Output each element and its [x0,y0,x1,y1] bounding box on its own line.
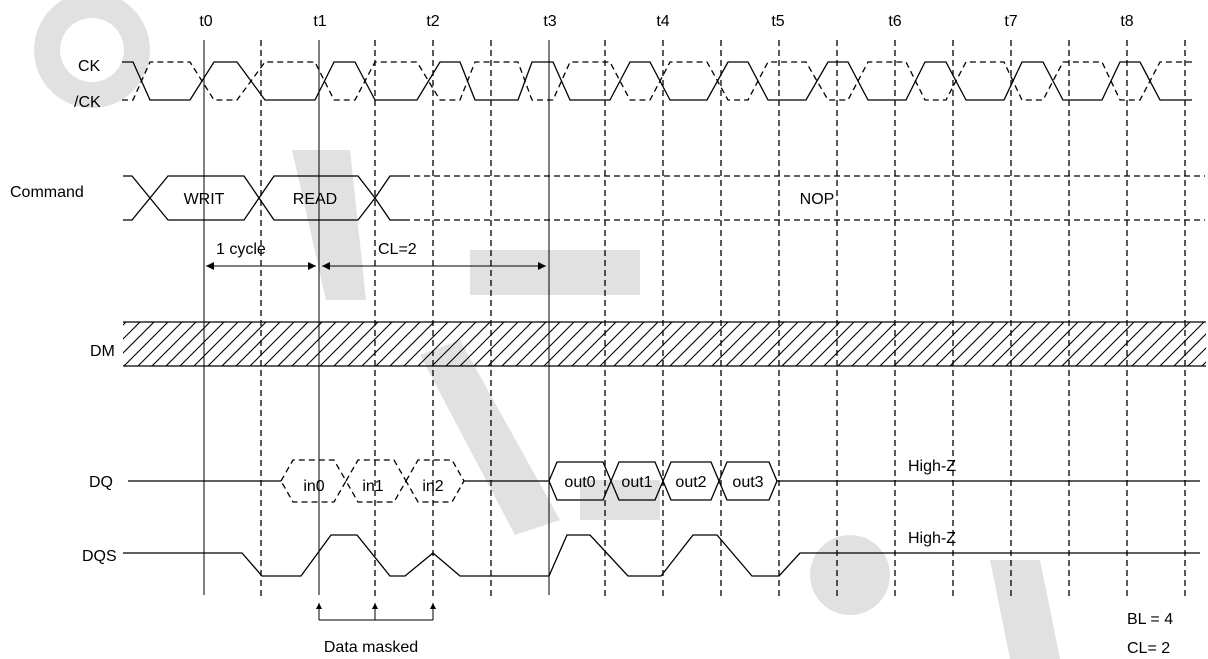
time-label-t7: t7 [1004,13,1017,30]
time-label-t8: t8 [1120,13,1133,30]
time-labels: t0 t1 t2 t3 t4 t5 t6 t7 t8 [199,13,1133,30]
time-label-t4: t4 [656,13,669,30]
dq-out2-label: out2 [675,474,706,491]
dashed-time-lines [260,40,1186,600]
dq-in0-cell [280,459,347,503]
reference-lines [203,40,550,595]
dq-bus: in0 in1 in2 out0 out1 out2 out3 High-Z [128,458,1200,503]
ck-bar-waveform [122,61,1192,101]
signal-label-command: Command [10,184,84,201]
dq-in0-label: in0 [303,478,324,495]
dqs-high-z-label: High-Z [908,530,956,547]
command-writ: WRIT [184,191,225,208]
param-cl: CL= 2 [1127,640,1170,657]
dm-bar [123,321,1206,367]
signal-labels: CK /CK Command DM DQ DQS [10,58,117,565]
dq-high-z-label: High-Z [908,458,956,475]
dq-out1-label: out1 [621,474,652,491]
time-label-t1: t1 [313,13,326,30]
parameters: BL = 4 CL= 2 [1127,611,1173,657]
signal-label-dqs: DQS [82,548,117,565]
dq-in1-label: in1 [362,478,383,495]
data-masked-bracket: Data masked [316,603,436,656]
cl-label: CL=2 [378,241,417,258]
time-label-t5: t5 [771,13,784,30]
time-label-t3: t3 [543,13,556,30]
param-bl: BL = 4 [1127,611,1173,628]
time-label-t2: t2 [426,13,439,30]
time-label-t6: t6 [888,13,901,30]
time-label-t0: t0 [199,13,212,30]
dqs-waveform [123,534,1200,577]
signal-label-ck: CK [78,58,101,75]
dq-in2-label: in2 [422,478,443,495]
command-bus: WRIT READ NOP [123,175,1205,221]
signal-label-dq: DQ [89,474,113,491]
one-cycle-label: 1 cycle [216,241,266,258]
dq-out0-label: out0 [564,474,595,491]
dq-out3-label: out3 [732,474,763,491]
ck-waveform [122,61,1192,101]
signal-label-ck-bar: /CK [74,94,101,111]
command-nop: NOP [800,191,835,208]
watermark [34,0,1060,659]
command-read: READ [293,191,337,208]
data-masked-label: Data masked [324,639,418,656]
signal-label-dm: DM [90,343,115,360]
dqs-signal: High-Z [123,530,1200,577]
timing-arrows: 1 cycle CL=2 [206,241,546,270]
